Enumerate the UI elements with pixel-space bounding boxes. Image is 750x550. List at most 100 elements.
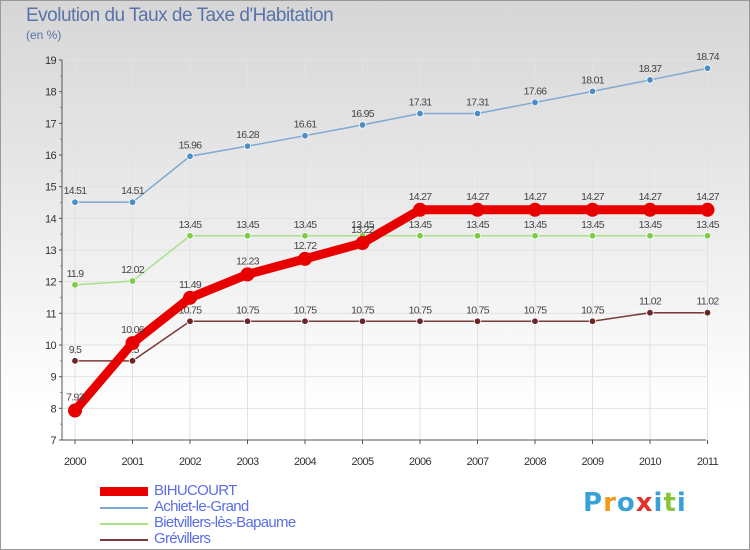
logo-letter: x [635,488,654,518]
data-point [186,232,194,240]
data-point [700,202,715,217]
legend-label: Grévillers [154,530,211,547]
data-point [646,309,654,317]
series-gr-villers: 9.59.510.7510.7510.7510.7510.7510.7510.7… [69,296,720,365]
data-point [71,281,79,289]
data-point [416,232,424,240]
y-tick-label: 8 [50,403,56,415]
data-label: 10.75 [236,304,260,316]
y-tick-label: 19 [45,55,57,67]
series-line [70,205,712,416]
legend-label: Achiet-le-Grand [154,498,249,515]
data-label: 17.31 [409,97,433,109]
data-label: 16.61 [294,119,318,131]
series-line [74,311,709,362]
data-label: 13.45 [524,219,548,231]
y-tick-label: 9 [50,372,56,384]
data-label: 15.96 [179,139,203,151]
logo-letter: i [653,488,664,518]
data-point [71,198,79,206]
legend-item: Achiet-le-Grand [100,498,400,515]
data-label: 13.45 [294,219,318,231]
data-point [416,317,424,325]
axes: 7 8 9 10 11 12 13 14 15 16 17 18 19 2000 2001 2002 2003 2… [45,55,719,468]
data-label: 12.02 [121,264,145,276]
proxiti-logo: Proxiti [583,488,687,518]
logo-letter: o [616,488,636,518]
data-point [128,357,137,365]
data-label: 11.49 [179,279,202,291]
x-tick-label: 2006 [409,456,432,468]
legend-label: Bietvillers-lès-Bapaume [154,514,296,531]
data-label: 12.23 [236,255,260,267]
data-label: 18.37 [639,63,663,75]
data-point [355,236,370,251]
x-tick-label: 2000 [64,456,87,468]
x-tick-label: 2007 [466,456,489,468]
data-point [298,251,312,266]
legend-item: BIHUCOURT [100,482,400,499]
data-point [703,64,712,72]
data-point [243,142,252,150]
data-label: 14.27 [639,191,663,203]
data-label: 18.01 [581,74,605,86]
x-tick-label: 2009 [581,456,604,468]
series-bihucourt: 7.93 10.06 11.49 12.23 12.72 13.22 14.27 14.27 1… [66,191,720,418]
legend-swatch [100,523,148,525]
data-label: 10.75 [466,304,490,316]
data-point [301,317,309,325]
y-tick-label: 12 [45,277,57,289]
data-label: 13.45 [236,219,260,231]
data-point [183,290,197,305]
y-tick-label: 18 [45,87,57,99]
data-label: 16.95 [351,108,375,120]
line-chart: 7 8 9 10 11 12 13 14 15 16 17 18 19 2000 2001 2002 2003 2… [45,51,720,468]
data-label: 10.75 [409,304,433,316]
legend-swatch [100,507,148,509]
data-label: 10.06 [121,324,145,336]
data-point [301,232,309,240]
grid [62,59,708,441]
data-label: 18.74 [696,51,720,63]
data-point [528,202,542,217]
x-tick-label: 2004 [294,456,317,468]
data-point [125,336,140,351]
data-label: 16.28 [236,129,260,141]
data-label: 10.75 [294,304,318,316]
y-tick-label: 14 [45,213,57,225]
data-point [703,309,712,317]
series-line [74,67,709,203]
data-point [186,317,194,325]
data-label: 13.45 [351,219,375,231]
x-tick-label: 2008 [524,456,547,468]
data-point [186,152,194,160]
data-label: 13.45 [179,219,203,231]
y-tick-label: 11 [46,308,57,320]
data-point [588,232,597,240]
data-point [531,317,539,325]
data-point [68,403,82,418]
legend-swatch [100,539,148,541]
data-label: 11.9 [67,268,85,280]
logo-letter: i [676,488,687,518]
series-layer: 14.51 14.51 15.96 16.28 16.61 16.95 17.31 17.31… [64,51,720,418]
data-point [243,232,252,240]
data-point [71,357,79,365]
data-label: 14.51 [121,185,145,197]
data-label: 10.75 [351,304,375,316]
data-label: 10.75 [581,304,605,316]
series-achiet-le-grand: 14.51 14.51 15.96 16.28 16.61 16.95 17.31 17.31… [64,51,720,206]
y-tick-label: 13 [45,245,57,257]
legend-item: Bietvillers-lès-Bapaume [100,514,400,531]
y-tick-label: 15 [45,182,57,194]
y-tick-label: 16 [45,150,57,162]
data-point [416,109,424,118]
data-label: 10.75 [524,304,548,316]
data-point [413,202,427,217]
data-label: 17.31 [466,97,490,109]
series-line [74,235,709,286]
y-tick-label: 17 [45,118,57,130]
x-tick-label: 2003 [236,456,259,468]
data-label: 11.02 [697,296,720,308]
